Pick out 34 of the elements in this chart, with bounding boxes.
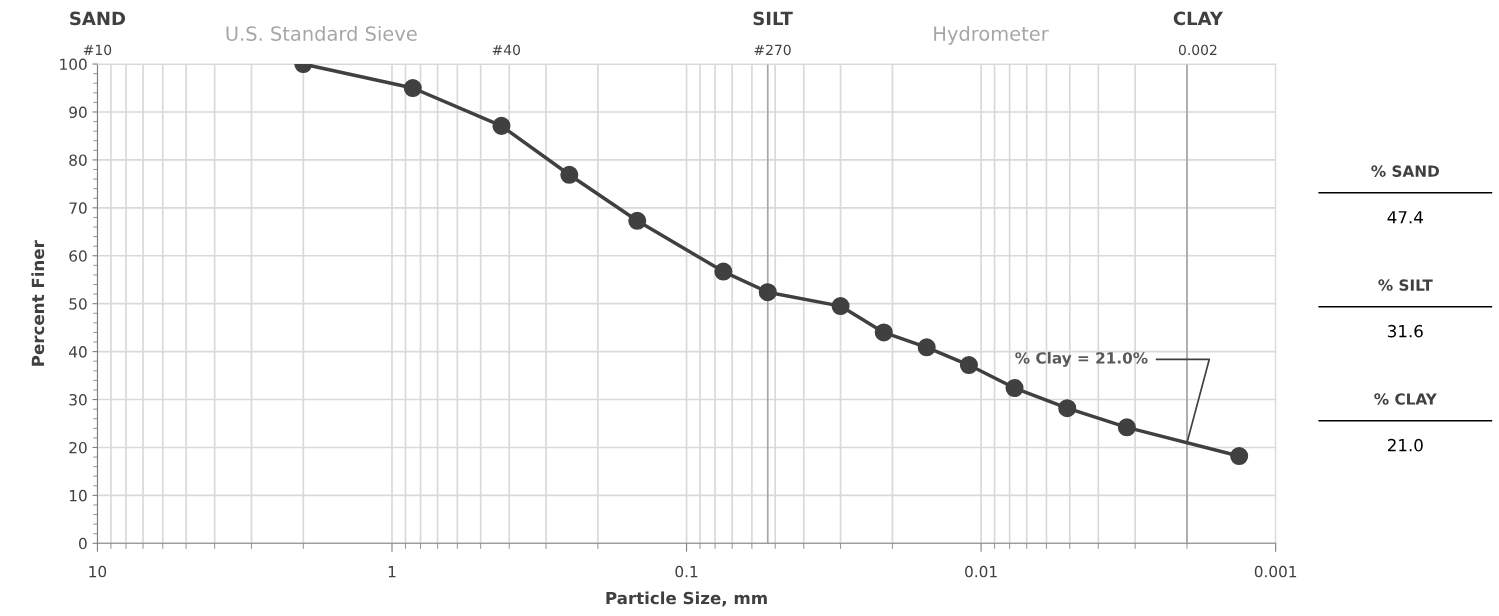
text: 31.6 bbox=[1388, 324, 1423, 338]
y-axis-title: Percent Finer bbox=[31, 240, 45, 366]
y-tick-label: 60 bbox=[69, 250, 87, 262]
text: SAND bbox=[70, 11, 126, 26]
text: #40 bbox=[492, 44, 521, 56]
y-tick-label: 50 bbox=[69, 298, 87, 310]
text: % SILT bbox=[1378, 279, 1433, 291]
text: SILT bbox=[753, 11, 793, 26]
text: 0.002 bbox=[1178, 44, 1217, 56]
text: Hydrometer bbox=[934, 25, 1049, 45]
x-tick-label: 1 bbox=[388, 566, 396, 578]
y-tick-label: 70 bbox=[69, 202, 87, 214]
text: % CLAY bbox=[1374, 393, 1437, 405]
text: #10 bbox=[83, 44, 112, 56]
x-tick-label: 0.01 bbox=[965, 565, 997, 578]
y-tick-label: 30 bbox=[69, 394, 87, 406]
text: 21.0 bbox=[1387, 438, 1423, 452]
y-tick-label: 0 bbox=[79, 537, 87, 550]
x-tick-label: 10 bbox=[89, 565, 107, 578]
annotation: % Clay = 21.0% bbox=[1015, 351, 1148, 367]
y-tick-label: 40 bbox=[69, 346, 87, 358]
text: % SAND bbox=[1371, 165, 1439, 177]
text: #270 bbox=[754, 44, 791, 56]
y-tick-label: 10 bbox=[69, 489, 87, 502]
text: CLAY bbox=[1173, 11, 1224, 26]
y-tick-label: 90 bbox=[69, 106, 87, 119]
text: 47.4 bbox=[1387, 211, 1423, 224]
y-tick-label: 80 bbox=[69, 154, 87, 166]
text: U.S. Standard Sieve bbox=[226, 25, 417, 41]
x-axis-title: Particle Size, mm bbox=[606, 591, 767, 607]
y-tick-label: 20 bbox=[69, 441, 87, 454]
y-tick-label: 100 bbox=[60, 58, 87, 71]
x-tick-label: 0.1 bbox=[675, 565, 698, 578]
x-tick-label: 0.001 bbox=[1254, 565, 1297, 578]
